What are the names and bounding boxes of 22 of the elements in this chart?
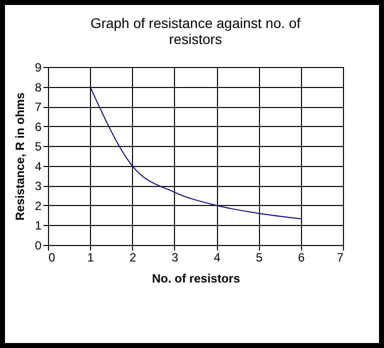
y-tick-label: 0 [34,238,42,252]
x-tick-label: 5 [256,250,263,264]
x-tick-label: 1 [87,250,94,264]
y-tick-label: 6 [34,120,42,134]
y-tick-label: 9 [34,60,42,74]
y-tick-label: 8 [34,80,42,94]
x-tick-label: 6 [298,250,306,264]
chart-title: Graph of resistance against no. of resistors [90,15,301,47]
y-tick-label: 7 [34,100,42,114]
y-tick-label: 2 [34,198,42,213]
y-axis-title: Resistance, R in ohms [12,92,27,221]
x-tick-label: 3 [172,250,179,264]
y-tick-label: 4 [34,159,42,174]
line-series [90,86,302,220]
x-tick-label: 2 [129,250,136,264]
y-tick-label: 3 [34,179,42,194]
x-tick-label: 0 [48,250,56,264]
y-tick-label: 5 [34,140,42,154]
x-tick-label: 4 [214,250,221,264]
x-axis-title: No. of resistors [152,272,240,286]
x-tick-label: 7 [336,250,344,264]
y-tick-label: 1 [34,218,42,233]
